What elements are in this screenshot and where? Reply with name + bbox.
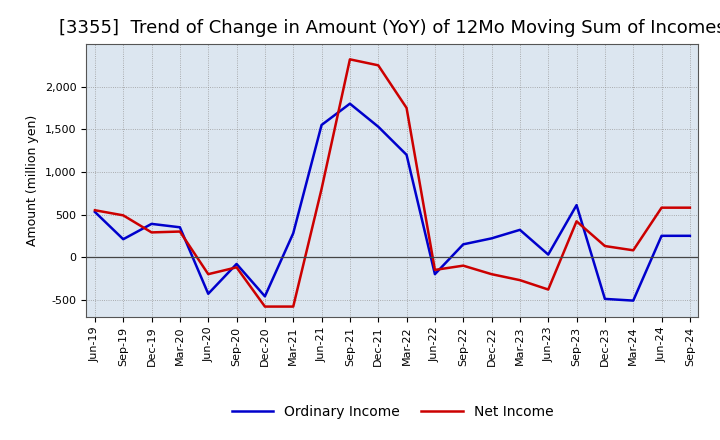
Ordinary Income	[572, 202, 581, 208]
Ordinary Income	[544, 252, 552, 257]
Net Income	[600, 243, 609, 249]
Ordinary Income	[148, 221, 156, 227]
Ordinary Income	[516, 227, 524, 232]
Ordinary Income	[459, 242, 467, 247]
Ordinary Income	[176, 225, 184, 230]
Line: Net Income: Net Income	[95, 59, 690, 307]
Net Income	[657, 205, 666, 210]
Net Income	[204, 271, 212, 277]
Ordinary Income	[685, 233, 694, 238]
Y-axis label: Amount (million yen): Amount (million yen)	[27, 115, 40, 246]
Net Income	[148, 230, 156, 235]
Net Income	[289, 304, 297, 309]
Ordinary Income	[600, 296, 609, 301]
Net Income	[572, 219, 581, 224]
Net Income	[431, 267, 439, 272]
Ordinary Income	[657, 233, 666, 238]
Ordinary Income	[346, 101, 354, 106]
Net Income	[402, 105, 411, 110]
Ordinary Income	[402, 152, 411, 158]
Line: Ordinary Income: Ordinary Income	[95, 104, 690, 301]
Net Income	[629, 248, 637, 253]
Net Income	[459, 263, 467, 268]
Ordinary Income	[261, 294, 269, 299]
Net Income	[91, 208, 99, 213]
Ordinary Income	[91, 209, 99, 215]
Net Income	[176, 229, 184, 234]
Ordinary Income	[431, 271, 439, 277]
Ordinary Income	[629, 298, 637, 303]
Legend: Ordinary Income, Net Income: Ordinary Income, Net Income	[226, 400, 559, 425]
Net Income	[374, 62, 382, 68]
Net Income	[119, 213, 127, 218]
Net Income	[233, 265, 241, 270]
Net Income	[685, 205, 694, 210]
Ordinary Income	[204, 291, 212, 297]
Ordinary Income	[233, 261, 241, 267]
Net Income	[318, 186, 326, 191]
Ordinary Income	[318, 122, 326, 128]
Ordinary Income	[374, 124, 382, 129]
Net Income	[544, 287, 552, 292]
Ordinary Income	[487, 236, 496, 241]
Title: [3355]  Trend of Change in Amount (YoY) of 12Mo Moving Sum of Incomes: [3355] Trend of Change in Amount (YoY) o…	[59, 19, 720, 37]
Net Income	[346, 57, 354, 62]
Net Income	[516, 278, 524, 283]
Ordinary Income	[119, 237, 127, 242]
Ordinary Income	[289, 231, 297, 236]
Net Income	[487, 271, 496, 277]
Net Income	[261, 304, 269, 309]
